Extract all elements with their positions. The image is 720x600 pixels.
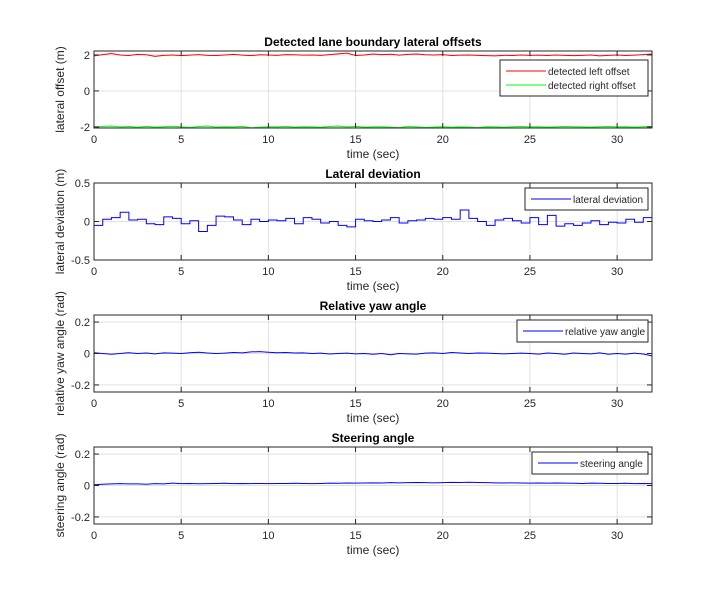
y-axis-label: steering angle (rad) bbox=[53, 433, 67, 537]
y-tick-label: -0.2 bbox=[71, 512, 90, 524]
y-tick-label: 0.5 bbox=[75, 178, 90, 190]
y-tick-label: -2 bbox=[80, 122, 90, 134]
x-tick-label: 15 bbox=[349, 266, 361, 278]
legend-label-1: relative yaw angle bbox=[565, 327, 645, 338]
x-tick-label: 0 bbox=[91, 134, 97, 146]
legend-label-1: detected left offset bbox=[548, 67, 630, 78]
subplot-title: Relative yaw angle bbox=[320, 299, 427, 313]
legend-box bbox=[524, 187, 649, 211]
series-line-1 bbox=[93, 351, 653, 357]
y-tick-label: 0.2 bbox=[75, 317, 90, 329]
axes-box bbox=[93, 50, 653, 129]
x-tick-label: 30 bbox=[611, 134, 623, 146]
legend: lateral deviation bbox=[524, 187, 649, 211]
x-tick-label: 10 bbox=[262, 398, 274, 410]
x-tick-label: 20 bbox=[437, 530, 449, 542]
legend-box bbox=[516, 319, 649, 343]
y-tick-label: 2 bbox=[84, 50, 90, 62]
y-tick-label: 0 bbox=[84, 217, 90, 229]
x-tick-label: 0 bbox=[91, 398, 97, 410]
legend-label-2: detected right offset bbox=[548, 81, 636, 92]
x-tick-label: 15 bbox=[349, 530, 361, 542]
x-axis-label: time (sec) bbox=[347, 147, 400, 161]
y-tick-label: -0.2 bbox=[71, 380, 90, 392]
x-tick-label: 20 bbox=[437, 266, 449, 278]
y-tick-label: 0 bbox=[84, 349, 90, 361]
x-axis-label: time (sec) bbox=[347, 411, 400, 425]
legend-label-1: steering angle bbox=[580, 459, 643, 470]
legend-box bbox=[531, 451, 649, 475]
x-tick-label: 25 bbox=[524, 398, 536, 410]
legend: steering angle bbox=[531, 451, 649, 475]
x-tick-label: 10 bbox=[262, 266, 274, 278]
legend: relative yaw angle bbox=[516, 319, 649, 343]
x-tick-label: 25 bbox=[524, 134, 536, 146]
x-tick-label: 10 bbox=[262, 530, 274, 542]
x-tick-label: 0 bbox=[91, 530, 97, 542]
x-tick-label: 5 bbox=[178, 266, 184, 278]
y-tick-label: -0.5 bbox=[71, 255, 90, 267]
y-tick-label: 0.2 bbox=[75, 449, 90, 461]
y-tick-label: 0 bbox=[84, 481, 90, 493]
y-axis-label: relative yaw angle (rad) bbox=[53, 291, 67, 416]
y-axis-label: lateral offset (m) bbox=[53, 46, 67, 132]
legend: detected left offset detected right offse… bbox=[499, 59, 649, 97]
x-tick-label: 20 bbox=[437, 134, 449, 146]
series-line-1 bbox=[93, 52, 653, 57]
x-tick-label: 20 bbox=[437, 398, 449, 410]
x-tick-label: 5 bbox=[178, 530, 184, 542]
x-axis-label: time (sec) bbox=[347, 279, 400, 293]
x-tick-label: 0 bbox=[91, 266, 97, 278]
x-tick-label: 25 bbox=[524, 530, 536, 542]
y-axis-label: lateral deviation (m) bbox=[53, 169, 67, 274]
y-tick-label: 0 bbox=[84, 86, 90, 98]
x-tick-label: 15 bbox=[349, 398, 361, 410]
x-tick-label: 10 bbox=[262, 134, 274, 146]
series-line-1 bbox=[94, 209, 653, 233]
subplot-title: Steering angle bbox=[332, 431, 415, 445]
x-axis-label: time (sec) bbox=[347, 543, 400, 557]
subplot-title: Lateral deviation bbox=[325, 167, 420, 181]
series-line-1 bbox=[93, 481, 653, 486]
x-tick-label: 30 bbox=[611, 530, 623, 542]
x-tick-label: 15 bbox=[349, 134, 361, 146]
x-tick-label: 30 bbox=[611, 266, 623, 278]
legend-label-1: lateral deviation bbox=[573, 195, 643, 206]
x-tick-label: 30 bbox=[611, 398, 623, 410]
subplot-title: Detected lane boundary lateral offsets bbox=[264, 35, 482, 49]
legend-box bbox=[499, 59, 649, 97]
x-tick-label: 5 bbox=[178, 398, 184, 410]
x-tick-label: 25 bbox=[524, 266, 536, 278]
series-line-2 bbox=[93, 125, 653, 129]
x-tick-label: 5 bbox=[178, 134, 184, 146]
